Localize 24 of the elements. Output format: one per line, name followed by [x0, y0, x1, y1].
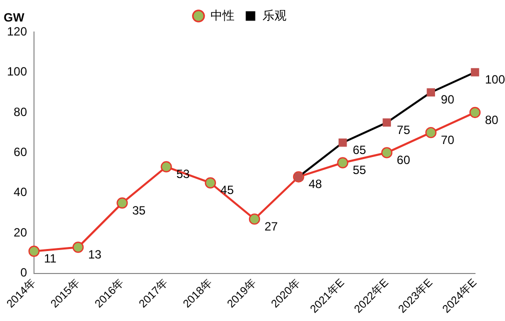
data-label: 80 [485, 112, 499, 127]
data-label: 75 [396, 122, 410, 137]
data-label: 13 [88, 248, 102, 262]
data-label: 65 [352, 142, 366, 157]
legend-label: 乐观 [262, 8, 286, 22]
y-tick-label: 100 [6, 64, 28, 79]
data-label: 27 [264, 219, 278, 234]
y-tick-label: 120 [6, 24, 28, 38]
y-tick-label: 0 [20, 266, 28, 280]
data-label: 45 [220, 183, 234, 198]
data-label: 48 [308, 177, 322, 192]
y-tick-label: 40 [14, 185, 28, 200]
data-label: 100 [485, 72, 505, 87]
data-label: 90 [440, 92, 455, 107]
data-label: 35 [132, 203, 146, 218]
y-tick-label: 80 [14, 104, 28, 119]
data-label: 11 [44, 252, 57, 266]
legend-label: 中性 [210, 8, 234, 22]
data-label: 70 [440, 132, 455, 147]
y-tick-label: 20 [14, 225, 28, 240]
y-axis-title: GW [4, 10, 25, 24]
data-label: 55 [352, 163, 366, 178]
data-label: 60 [396, 153, 410, 168]
y-tick-label: 60 [14, 145, 28, 160]
